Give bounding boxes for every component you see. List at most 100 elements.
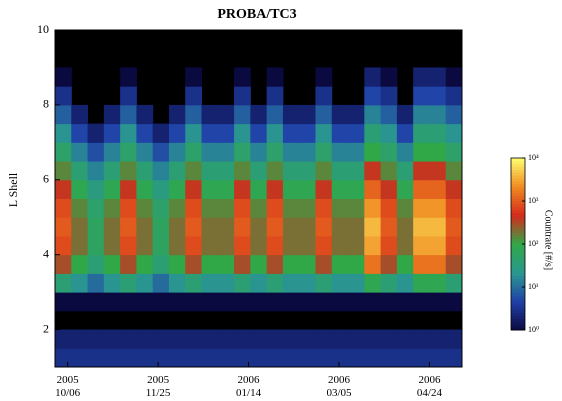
heatmap-cell xyxy=(446,142,463,161)
heatmap-cell xyxy=(88,217,105,236)
colorbar-segment xyxy=(511,192,525,195)
heatmap-cell xyxy=(136,124,153,143)
heatmap-cell xyxy=(446,161,463,180)
heatmap-cell xyxy=(364,348,381,367)
heatmap-cell xyxy=(413,142,430,161)
heatmap-cell xyxy=(315,236,332,255)
heatmap-cell xyxy=(315,348,332,367)
heatmap-cell xyxy=(267,292,284,311)
heatmap-cell xyxy=(315,180,332,199)
heatmap-cell xyxy=(202,348,219,367)
heatmap-cell xyxy=(136,273,153,292)
heatmap-cell xyxy=(348,255,365,274)
heatmap-cell xyxy=(267,67,284,86)
heatmap-cell xyxy=(250,161,267,180)
heatmap-cell xyxy=(169,330,186,349)
heatmap-cell xyxy=(218,255,235,274)
y-tick-label: 2 xyxy=(43,321,49,335)
heatmap-cell xyxy=(413,273,430,292)
colorbar-segment xyxy=(511,261,525,264)
heatmap-cell xyxy=(185,67,202,86)
heatmap-cell xyxy=(104,330,121,349)
colorbar-segment xyxy=(511,195,525,198)
heatmap-cell xyxy=(202,180,219,199)
heatmap-cell xyxy=(299,236,316,255)
heatmap-cell xyxy=(315,273,332,292)
colorbar-segment xyxy=(511,281,525,284)
heatmap-cell xyxy=(234,142,251,161)
heatmap-cell xyxy=(299,105,316,124)
heatmap-cell xyxy=(104,124,121,143)
heatmap-cell xyxy=(283,330,300,349)
heatmap-cell xyxy=(413,67,430,86)
heatmap-cell xyxy=(283,161,300,180)
heatmap-cell xyxy=(169,124,186,143)
heatmap-cell xyxy=(397,255,414,274)
colorbar-segment xyxy=(511,244,525,247)
heatmap-cell xyxy=(397,199,414,218)
heatmap-cell xyxy=(185,86,202,105)
heatmap-cell xyxy=(88,236,105,255)
heatmap-cell xyxy=(234,292,251,311)
heatmap-cell xyxy=(218,199,235,218)
heatmap-cell xyxy=(202,105,219,124)
heatmap-cell xyxy=(88,142,105,161)
heatmap-cell xyxy=(381,273,398,292)
heatmap-cell xyxy=(364,142,381,161)
heatmap-cell xyxy=(153,330,170,349)
colorbar-segment xyxy=(511,181,525,184)
heatmap-cell xyxy=(136,217,153,236)
heatmap-cell xyxy=(202,292,219,311)
heatmap-cell xyxy=(446,217,463,236)
heatmap-cell xyxy=(55,217,72,236)
heatmap-cell xyxy=(234,180,251,199)
heatmap-cell xyxy=(120,330,137,349)
heatmap-cell xyxy=(446,273,463,292)
heatmap-cell xyxy=(55,348,72,367)
heatmap-cell xyxy=(104,199,121,218)
heatmap-cell xyxy=(71,161,88,180)
heatmap-cell xyxy=(283,255,300,274)
heatmap-cell xyxy=(413,124,430,143)
colorbar-segment xyxy=(511,172,525,175)
colorbar-segment xyxy=(511,178,525,181)
heatmap-cell xyxy=(250,180,267,199)
heatmap-cell xyxy=(429,105,446,124)
heatmap-cell xyxy=(153,348,170,367)
heatmap-cell xyxy=(348,348,365,367)
heatmap-cell xyxy=(283,199,300,218)
colorbar-segment xyxy=(511,324,525,327)
heatmap-cell xyxy=(315,124,332,143)
heatmap-cell xyxy=(429,180,446,199)
heatmap-cell xyxy=(55,180,72,199)
heatmap-cell xyxy=(332,161,349,180)
heatmap-cell xyxy=(429,330,446,349)
heatmap-cell xyxy=(120,86,137,105)
heatmap-cell xyxy=(218,105,235,124)
heatmap-cell xyxy=(315,199,332,218)
heatmap-cell xyxy=(71,236,88,255)
heatmap-cell xyxy=(120,142,137,161)
heatmap-cell xyxy=(446,105,463,124)
heatmap-cell xyxy=(55,292,72,311)
heatmap-cell xyxy=(364,255,381,274)
heatmap-cell xyxy=(185,105,202,124)
heatmap-cell xyxy=(267,236,284,255)
colorbar-segment xyxy=(511,253,525,256)
heatmap-cell xyxy=(71,217,88,236)
heatmap-cell xyxy=(267,348,284,367)
colorbar-tick-label: 10⁰ xyxy=(528,325,539,334)
heatmap-cell xyxy=(348,330,365,349)
heatmap-cell xyxy=(120,161,137,180)
heatmap-cell xyxy=(413,180,430,199)
heatmap-cell xyxy=(202,199,219,218)
heatmap-cell xyxy=(348,273,365,292)
heatmap-cell xyxy=(364,273,381,292)
colorbar-segment xyxy=(511,169,525,172)
heatmap-cell xyxy=(283,217,300,236)
heatmap-cell xyxy=(299,292,316,311)
heatmap-cell xyxy=(267,161,284,180)
heatmap-cell xyxy=(169,105,186,124)
heatmap-cell xyxy=(234,330,251,349)
heatmap-cell xyxy=(169,348,186,367)
